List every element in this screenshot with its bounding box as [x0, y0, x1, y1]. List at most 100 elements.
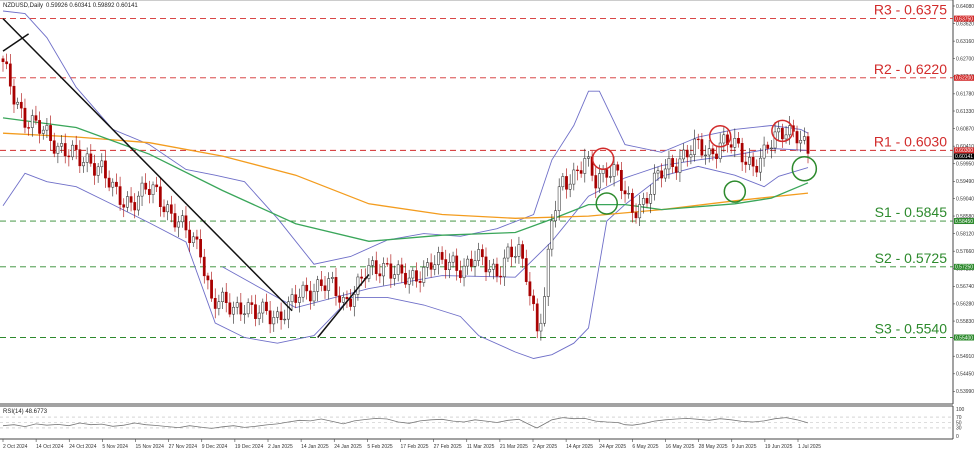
candle-body [78, 149, 82, 167]
candle-body [561, 176, 565, 188]
candle-body [718, 142, 722, 160]
price-tick-label: 0.55830 [956, 319, 974, 325]
candle-body [777, 127, 781, 133]
date-tick-label: 21 Mar 2025 [500, 444, 528, 450]
candle-body [751, 157, 755, 167]
candle-body [433, 264, 437, 270]
candle-body [191, 236, 195, 244]
candle-body [565, 176, 568, 190]
candle-body [169, 204, 173, 214]
level-price-tag [954, 74, 974, 81]
candle-body [466, 258, 470, 267]
candle-body [396, 264, 400, 275]
candle-body [89, 153, 93, 164]
candle-body [568, 183, 572, 190]
level-price-tag-text: 0.60300 [955, 148, 973, 154]
candle-body [349, 298, 352, 307]
candle-body [199, 239, 202, 258]
candle-body [360, 276, 363, 279]
candle-body [356, 276, 360, 295]
candle-body [759, 157, 762, 173]
price-tick-label: 0.59950 [956, 162, 974, 168]
candle-body [455, 255, 459, 271]
rsi-series-line [2, 417, 809, 429]
candle-body [239, 302, 243, 315]
candle-body [649, 194, 653, 204]
level-price-tag [954, 263, 974, 270]
chart-header: NZDUSD,Daily 0.59926 0.60341 0.59892 0.6… [3, 3, 138, 9]
candle-body [210, 279, 213, 299]
candlesticks [1, 53, 810, 341]
candle-body [429, 262, 433, 270]
candle-body [488, 269, 492, 273]
candle-body [257, 312, 261, 319]
date-tick-label: 19 Dec 2024 [235, 444, 264, 450]
candle-body [111, 181, 115, 188]
date-tick-label: 17 Feb 2025 [401, 444, 429, 450]
candle-body [276, 311, 279, 318]
ohlc-values: 0.59926 0.60341 0.59892 0.60141 [46, 3, 138, 9]
candle-body [543, 296, 546, 324]
candle-body [316, 279, 320, 292]
candle-body [221, 291, 224, 302]
candle-body [228, 302, 232, 315]
candle-body [140, 182, 144, 197]
candle-body [594, 175, 598, 189]
level-price-tag-text: 0.58450 [955, 219, 973, 225]
candle-body [528, 281, 532, 297]
date-axis: 2 Oct 2024 14 Oct 2024 24 Oct 2024 5 Nov 20… [2, 439, 821, 450]
candle-body [308, 290, 312, 302]
price-tick-label: 0.63160 [956, 39, 974, 45]
candle-body [656, 170, 660, 174]
price-tick-label: 0.59040 [956, 196, 974, 202]
level-price-tag [954, 218, 974, 225]
price-tick-label: 0.53990 [956, 389, 974, 395]
candle-body [371, 260, 374, 266]
candle-body [444, 259, 448, 270]
candle-body [491, 263, 495, 270]
candle-body [341, 297, 345, 303]
date-tick-label: 19 Jun 2025 [765, 444, 793, 450]
level-price-tag-text: 0.63750 [955, 16, 973, 22]
candle-body [418, 280, 422, 283]
candle-body [795, 131, 799, 144]
candle-body [448, 261, 451, 270]
candle-body [437, 252, 440, 265]
candle-body [583, 158, 587, 174]
candle-body [663, 168, 667, 179]
price-tick-label: 0.58580 [956, 214, 974, 220]
price-tick-label: 0.57660 [956, 249, 974, 255]
candle-body [576, 169, 579, 172]
candle-body [1, 58, 5, 63]
candle-body [126, 196, 129, 208]
candle-body [374, 260, 378, 274]
candle-body [60, 143, 63, 147]
candle-body [63, 143, 67, 157]
candle-body [422, 266, 426, 283]
date-tick-label: 6 May 2025 [632, 444, 658, 450]
candle-body [224, 291, 228, 304]
candle-body [440, 252, 444, 260]
candle-body [265, 301, 268, 312]
price-tick-label: 0.60410 [956, 144, 974, 150]
candle-body [480, 249, 484, 258]
candle-body [34, 115, 38, 121]
downtrend-line [2, 18, 293, 312]
date-tick-label: 2 Jan 2025 [268, 444, 293, 450]
candle-body [12, 85, 16, 105]
candle-body [605, 169, 609, 178]
candle-body [298, 296, 301, 303]
candle-body [696, 138, 700, 141]
candle-body [27, 127, 30, 129]
current-price-tag-text: 0.60141 [955, 154, 973, 160]
candle-body [748, 157, 751, 165]
candle-body [327, 278, 331, 291]
bollinger-band-line [2, 165, 809, 359]
candle-body [16, 101, 20, 105]
candle-body [30, 115, 34, 128]
date-tick-label: 1 Jul 2025 [798, 444, 821, 450]
candle-body [799, 139, 803, 144]
